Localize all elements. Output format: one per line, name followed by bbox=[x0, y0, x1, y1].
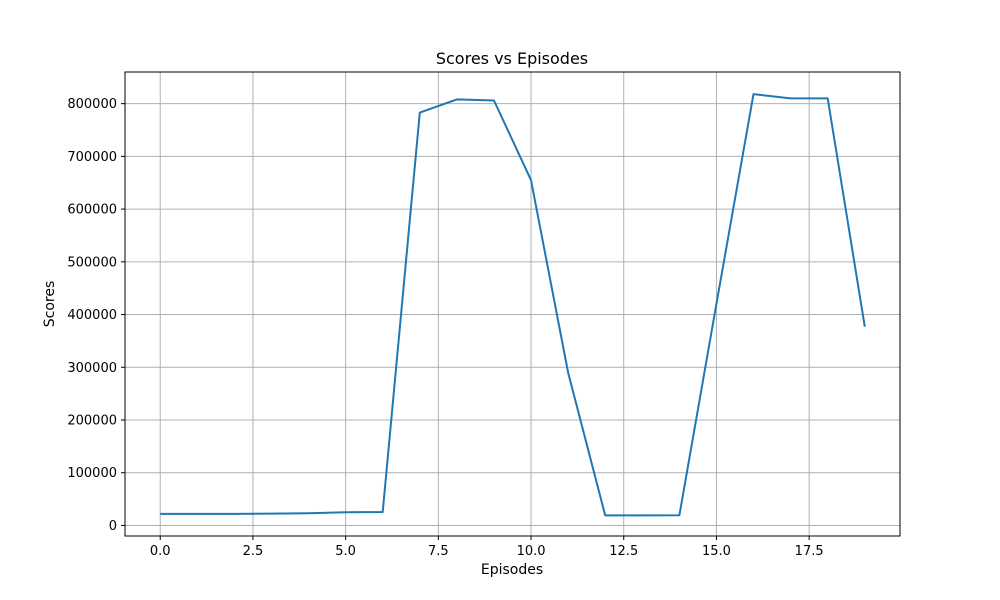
y-tick-label: 700000 bbox=[67, 150, 117, 165]
x-axis-label: Episodes bbox=[481, 562, 543, 578]
x-tick-label: 15.0 bbox=[702, 544, 731, 559]
plot-frame bbox=[124, 71, 901, 537]
series-line bbox=[160, 93, 866, 517]
y-tick-label: 600000 bbox=[67, 203, 117, 218]
y-tick-label: 400000 bbox=[67, 308, 117, 323]
x-tick-label: 5.0 bbox=[335, 544, 356, 559]
grid bbox=[125, 72, 900, 536]
chart-title: Scores vs Episodes bbox=[436, 49, 588, 68]
y-tick-label: 100000 bbox=[67, 466, 117, 481]
y-tick-label: 200000 bbox=[67, 414, 117, 429]
x-tick-label: 0.0 bbox=[150, 544, 171, 559]
y-tick-label: 800000 bbox=[67, 97, 117, 112]
x-axis: 0.0 2.5 5.0 7.5 10.0 12.5 15.0 17.5 bbox=[150, 536, 824, 559]
y-tick-label: 300000 bbox=[67, 361, 117, 376]
x-tick-label: 17.5 bbox=[795, 544, 824, 559]
x-tick-label: 7.5 bbox=[428, 544, 449, 559]
series-group bbox=[160, 93, 866, 517]
y-tick-label: 500000 bbox=[67, 255, 117, 270]
y-axis: 0 100000 200000 300000 400000 500000 600000 700… bbox=[67, 97, 125, 534]
x-tick-label: 12.5 bbox=[609, 544, 638, 559]
x-tick-label: 2.5 bbox=[243, 544, 264, 559]
y-tick-label: 0 bbox=[109, 519, 117, 534]
y-axis-label: Scores bbox=[42, 281, 58, 328]
x-tick-label: 10.0 bbox=[517, 544, 546, 559]
